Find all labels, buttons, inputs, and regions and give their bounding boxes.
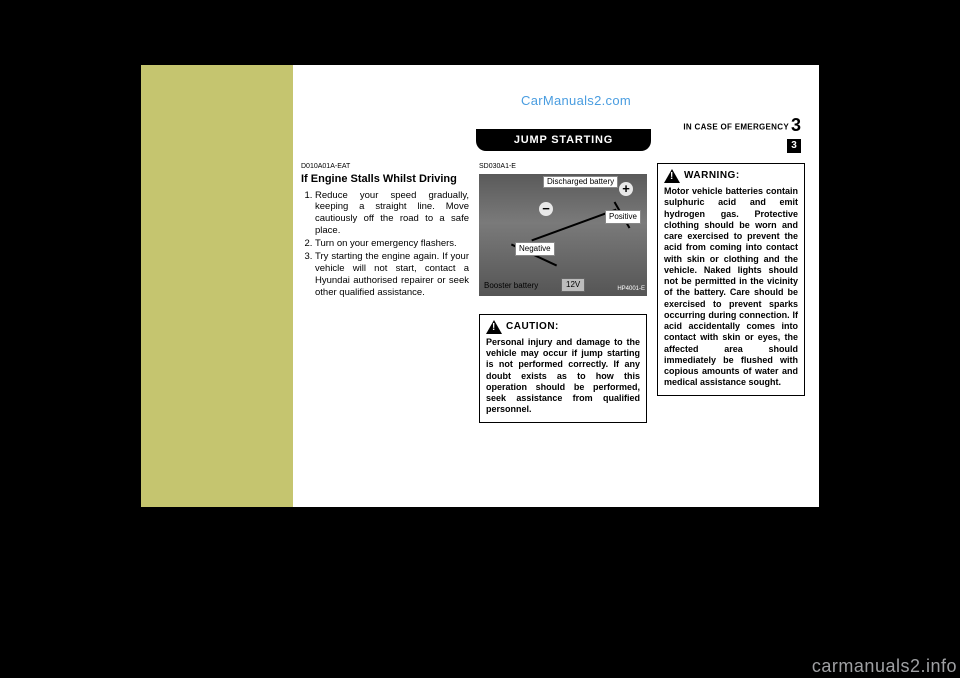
negative-terminal-icon: − bbox=[539, 202, 553, 216]
section-label: IN CASE OF EMERGENCY bbox=[683, 123, 789, 132]
step-item: Turn on your emergency flashers. bbox=[315, 238, 469, 250]
label-12v: 12V bbox=[561, 278, 585, 292]
section-header: IN CASE OF EMERGENCY3 bbox=[683, 115, 801, 136]
column-1: D010A01A-EAT If Engine Stalls Whilst Dri… bbox=[301, 163, 469, 299]
steps-list: Reduce your speed gradually, keeping a s… bbox=[301, 190, 469, 299]
step-item: Try starting the engine again. If your v… bbox=[315, 251, 469, 299]
label-booster-battery: Booster battery bbox=[481, 280, 541, 292]
warning-body: Motor vehicle batteries contain sulphuri… bbox=[664, 186, 798, 389]
column-3: ! WARNING: Motor vehicle batteries conta… bbox=[657, 163, 805, 396]
positive-terminal-icon: + bbox=[619, 182, 633, 196]
warning-triangle-icon: ! bbox=[664, 169, 680, 183]
subheading-engine-stalls: If Engine Stalls Whilst Driving bbox=[301, 173, 469, 187]
olive-margin bbox=[141, 65, 293, 507]
caution-body: Personal injury and damage to the vehicl… bbox=[486, 337, 640, 416]
caution-header: ! CAUTION: bbox=[486, 320, 640, 334]
watermark-bottom: carmanuals2.info bbox=[812, 656, 957, 677]
caution-box: ! CAUTION: Personal injury and damage to… bbox=[479, 314, 647, 423]
warning-title: WARNING: bbox=[684, 170, 740, 183]
warning-header: ! WARNING: bbox=[664, 169, 798, 183]
figure-reference: HP4001-E bbox=[617, 286, 645, 294]
section-number: 3 bbox=[791, 115, 801, 135]
doc-code: D010A01A-EAT bbox=[301, 163, 469, 172]
label-negative: Negative bbox=[515, 242, 555, 256]
warning-box: ! WARNING: Motor vehicle batteries conta… bbox=[657, 163, 805, 396]
tab-title: JUMP STARTING bbox=[476, 129, 651, 151]
doc-code: SD030A1-E bbox=[479, 163, 647, 172]
warning-triangle-icon: ! bbox=[486, 320, 502, 334]
column-2: SD030A1-E Discharged battery + − Positiv… bbox=[479, 163, 647, 423]
page-number: 3 bbox=[787, 139, 801, 153]
manual-page: CarManuals2.com IN CASE OF EMERGENCY3 3 … bbox=[141, 65, 819, 507]
caution-title: CAUTION: bbox=[506, 321, 559, 334]
watermark-top: CarManuals2.com bbox=[521, 93, 631, 108]
label-discharged-battery: Discharged battery bbox=[543, 176, 618, 188]
engine-diagram: Discharged battery + − Positive Negative… bbox=[479, 174, 647, 296]
label-positive: Positive bbox=[605, 210, 641, 224]
step-item: Reduce your speed gradually, keeping a s… bbox=[315, 190, 469, 238]
